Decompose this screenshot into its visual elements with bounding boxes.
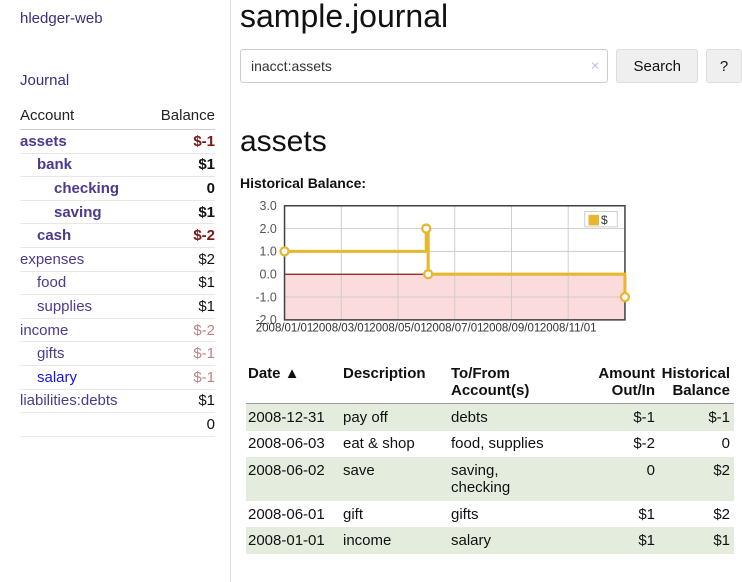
svg-text:2008/09/01: 2008/09/01 [483, 322, 541, 334]
svg-text:$: $ [601, 213, 608, 227]
svg-text:2008/11/01: 2008/11/01 [540, 322, 597, 334]
svg-text:2008/01/01: 2008/01/01 [256, 322, 314, 334]
svg-text:1.0: 1.0 [260, 245, 277, 259]
svg-text:2.0: 2.0 [260, 222, 277, 236]
svg-text:3.0: 3.0 [260, 200, 277, 213]
svg-text:0.0: 0.0 [260, 268, 277, 282]
svg-text:2008/07/01: 2008/07/01 [426, 322, 484, 334]
svg-text:2008/05/01: 2008/05/01 [369, 322, 427, 334]
svg-text:-1.0: -1.0 [255, 290, 277, 304]
svg-text:2008/03/01: 2008/03/01 [313, 322, 371, 334]
